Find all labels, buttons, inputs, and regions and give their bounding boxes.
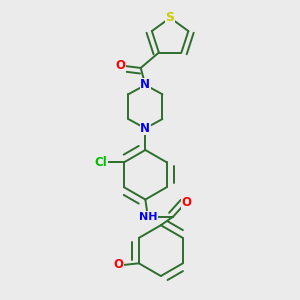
Text: N: N [140, 79, 150, 92]
Text: O: O [182, 196, 191, 208]
Text: NH: NH [139, 212, 157, 222]
Text: N: N [140, 122, 150, 135]
Text: Cl: Cl [94, 156, 107, 169]
Text: S: S [166, 11, 175, 24]
Text: O: O [116, 59, 126, 72]
Text: O: O [114, 258, 124, 272]
